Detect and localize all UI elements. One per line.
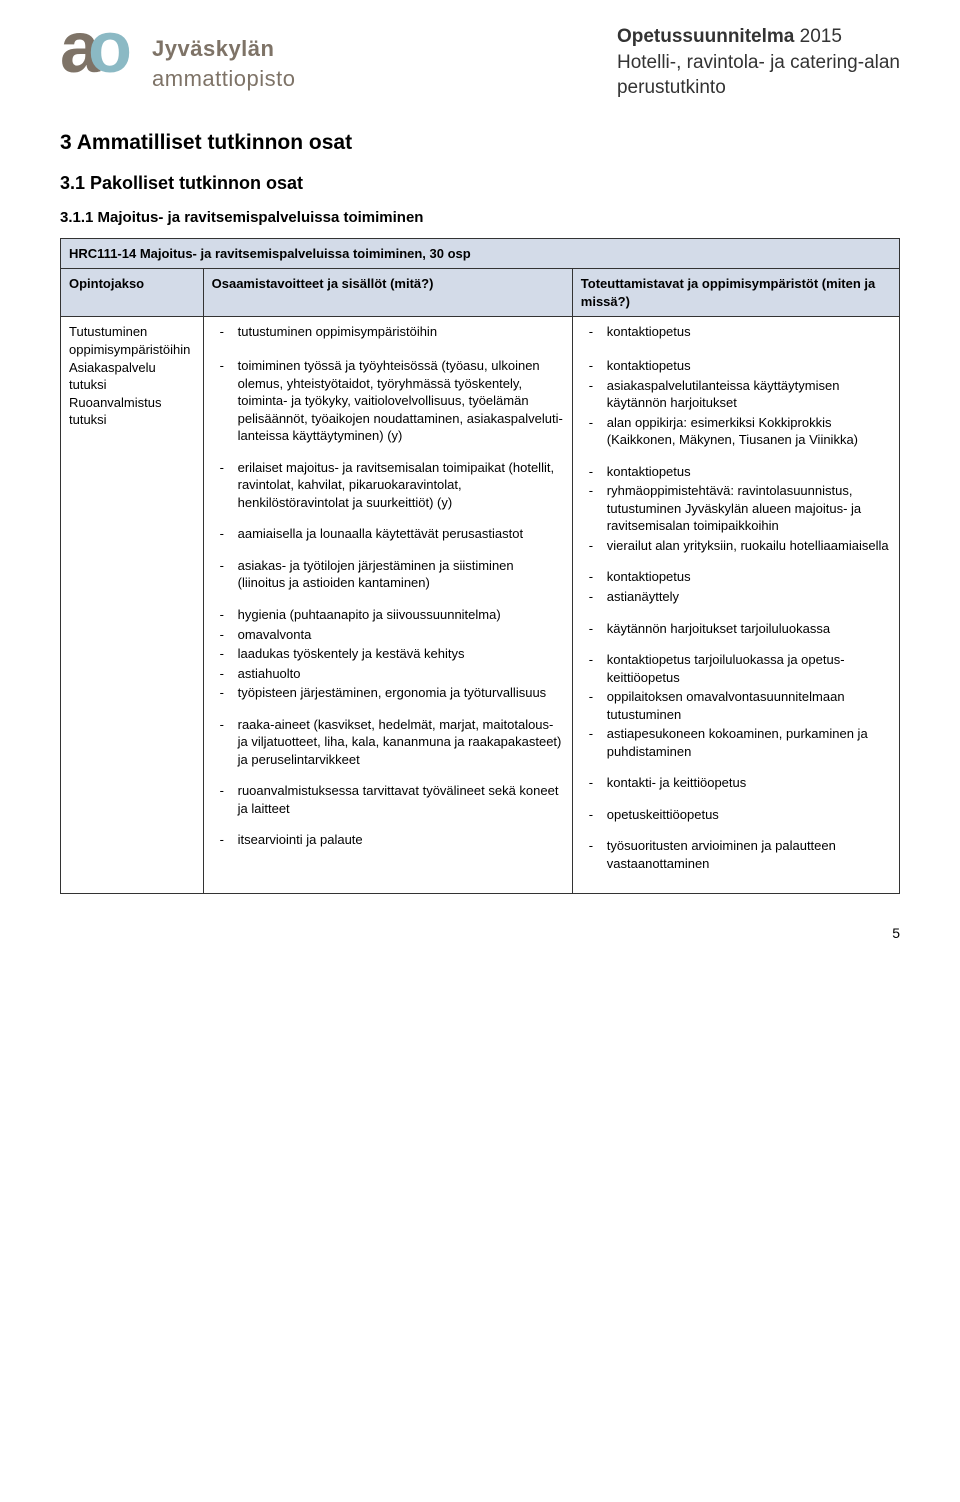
dash-list: opetuskeittiöopetus: [581, 806, 891, 824]
dash-list: kontaktiopetus tarjoiluluokassa ja opetu…: [581, 651, 891, 760]
table-title-cell: HRC111-14 Majoitus- ja ravitsemispalvelu…: [61, 238, 900, 269]
logo-line2: ammattiopisto: [152, 64, 295, 94]
logo-text: Jyväskylän ammattiopisto: [152, 20, 295, 93]
list-item: laadukas työskentely ja kestävä kehitys: [212, 645, 564, 663]
list-item: raaka-aineet (kasvikset, hedelmät, marja…: [212, 716, 564, 769]
dash-list: kontaktiopetus astianäyttely: [581, 568, 891, 605]
list-item: oppilaitoksen omavalvontasuunnitelmaan t…: [581, 688, 891, 723]
dash-list: asiakas- ja työtilojen järjestäminen ja …: [212, 557, 564, 592]
list-block: erilaiset majoitus- ja ravitsemisalan to…: [212, 459, 564, 512]
dash-list: raaka-aineet (kasvikset, hedelmät, marja…: [212, 716, 564, 769]
list-item: asiakaspalvelutilanteissa käyttäytymisen…: [581, 377, 891, 412]
list-block: kontakti- ja keittiöopetus: [581, 774, 891, 792]
list-block: tutustuminen oppimisympäristöihin toimimi…: [212, 323, 564, 444]
curriculum-table: HRC111-14 Majoitus- ja ravitsemispalvelu…: [60, 238, 900, 894]
list-item: työsuoritusten arvioiminen ja palautteen…: [581, 837, 891, 872]
list-item: vierailut alan yrityksiin, ruokailu hote…: [581, 537, 891, 555]
dash-list: käytännön harjoitukset tarjoiluluokassa: [581, 620, 891, 638]
doc-title-line1: Opetussuunnitelma 2015: [617, 24, 900, 50]
list-block: hygienia (puhtaanapito ja siivoussuunnit…: [212, 606, 564, 702]
list-item: käytännön harjoitukset tarjoiluluokassa: [581, 620, 891, 638]
list-item: hygienia (puhtaanapito ja siivoussuunnit…: [212, 606, 564, 624]
list-item: työpisteen järjestäminen, ergonomia ja t…: [212, 684, 564, 702]
list-item: kontaktiopetus tarjoiluluokassa ja opetu…: [581, 651, 891, 686]
page-header: a o Jyväskylän ammattiopisto Opetussuunn…: [60, 20, 900, 101]
list-block: käytännön harjoitukset tarjoiluluokassa: [581, 620, 891, 638]
table-header-row: Opintojakso Osaamistavoitteet ja sisällö…: [61, 269, 900, 317]
list-block: kontaktiopetus kontaktiopetus asiakaspalve…: [581, 323, 891, 448]
dash-list: hygienia (puhtaanapito ja siivoussuunnit…: [212, 606, 564, 702]
dash-list: tutustuminen oppimisympäristöihin toimimi…: [212, 323, 564, 444]
dash-list: erilaiset majoitus- ja ravitsemisalan to…: [212, 459, 564, 512]
list-block: ruoanvalmistuksessa tarvittavat työvälin…: [212, 782, 564, 817]
list-block: työsuoritusten arvioiminen ja palautteen…: [581, 837, 891, 872]
list-item: astiahuolto: [212, 665, 564, 683]
list-block: kontaktiopetus tarjoiluluokassa ja opetu…: [581, 651, 891, 760]
dash-list: itsearviointi ja palaute: [212, 831, 564, 849]
logo-line1: Jyväskylän: [152, 34, 295, 64]
dash-list: ruoanvalmistuksessa tarvittavat työvälin…: [212, 782, 564, 817]
header-opintojakso: Opintojakso: [61, 269, 204, 317]
list-item: astianäyttely: [581, 588, 891, 606]
list-item: kontaktiopetus: [581, 568, 891, 586]
dash-list: kontaktiopetusryhmäoppimistehtävä: ravin…: [581, 463, 891, 555]
list-block: opetuskeittiöopetus: [581, 806, 891, 824]
subsection-heading: 3.1 Pakolliset tutkinnon osat: [60, 171, 900, 195]
osaamistavoitteet-cell: tutustuminen oppimisympäristöihin toimimi…: [203, 317, 572, 893]
doc-title-line2: Hotelli-, ravintola- ja catering-alan: [617, 50, 900, 76]
list-item: toimiminen työssä ja työyhteisössä (työa…: [212, 357, 564, 445]
list-item: omavalvonta: [212, 626, 564, 644]
dash-list: kontaktiopetus kontaktiopetus asiakaspalve…: [581, 323, 891, 448]
list-block: kontaktiopetus astianäyttely: [581, 568, 891, 605]
list-item: kontaktiopetus: [581, 463, 891, 481]
list-block: asiakas- ja työtilojen järjestäminen ja …: [212, 557, 564, 592]
list-block: kontaktiopetusryhmäoppimistehtävä: ravin…: [581, 463, 891, 555]
doc-title-year: 2015: [800, 26, 842, 47]
list-item: alan oppikirja: esimerkiksi Kokkiprokkis…: [581, 414, 891, 449]
dash-list: aamiaisella ja lounaalla käytettävät per…: [212, 525, 564, 543]
list-block: itsearviointi ja palaute: [212, 831, 564, 849]
list-item: kontakti- ja keittiöopetus: [581, 774, 891, 792]
doc-title-pre: Opetussuunnitelma: [617, 26, 800, 47]
table-title-row: HRC111-14 Majoitus- ja ravitsemispalvelu…: [61, 238, 900, 269]
list-item: erilaiset majoitus- ja ravitsemisalan to…: [212, 459, 564, 512]
toteuttamistavat-cell: kontaktiopetus kontaktiopetus asiakaspalve…: [572, 317, 899, 893]
dash-list: työsuoritusten arvioiminen ja palautteen…: [581, 837, 891, 872]
table-body-row: Tutustuminen oppimisympäris­töihin Asiak…: [61, 317, 900, 893]
section-heading: 3 Ammatilliset tutkinnon osat: [60, 129, 900, 157]
list-item: itsearviointi ja palaute: [212, 831, 564, 849]
list-item: tutustuminen oppimisympäristöihin: [212, 323, 564, 341]
list-item: asiakas- ja työtilojen järjestäminen ja …: [212, 557, 564, 592]
subsubsection-heading: 3.1.1 Majoitus- ja ravitsemispalveluissa…: [60, 208, 900, 228]
list-item: opetuskeittiöopetus: [581, 806, 891, 824]
list-item: kontaktiopetus: [581, 323, 891, 341]
list-item: ryhmäoppimistehtävä: ravintolasuunnistus…: [581, 482, 891, 535]
list-block: raaka-aineet (kasvikset, hedelmät, marja…: [212, 716, 564, 769]
doc-title-line3: perustutkinto: [617, 75, 900, 101]
list-item: kontaktiopetus: [581, 357, 891, 375]
list-item: astiapesukoneen kokoaminen, purkaminen j…: [581, 725, 891, 760]
list-item: ruoanvalmistuksessa tarvittavat työvälin…: [212, 782, 564, 817]
logo-ao: a o: [60, 20, 126, 78]
document-title-block: Opetussuunnitelma 2015 Hotelli-, ravinto…: [617, 20, 900, 101]
list-block: aamiaisella ja lounaalla käytettävät per…: [212, 525, 564, 543]
page-number: 5: [60, 924, 900, 943]
header-osaamistavoitteet: Osaamistavoitteet ja sisällöt (mitä?): [203, 269, 572, 317]
header-toteuttamistavat: Toteuttamistavat ja oppimisympäristöt (m…: [572, 269, 899, 317]
opintojakso-cell: Tutustuminen oppimisympäris­töihin Asiak…: [61, 317, 204, 893]
logo-letter-o: o: [88, 20, 126, 78]
list-item: aamiaisella ja lounaalla käytettävät per…: [212, 525, 564, 543]
dash-list: kontakti- ja keittiöopetus: [581, 774, 891, 792]
